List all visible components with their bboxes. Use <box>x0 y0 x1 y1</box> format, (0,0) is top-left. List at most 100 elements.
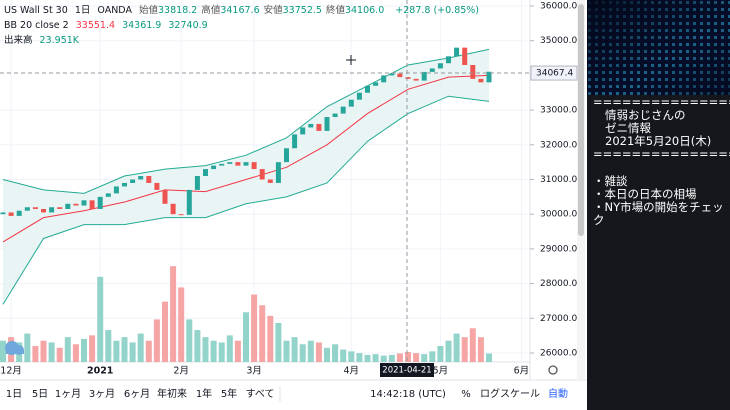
candle-body <box>316 123 322 131</box>
candle-body <box>462 47 468 65</box>
range-button[interactable]: 1年 <box>196 387 212 400</box>
volume-bar <box>170 266 177 362</box>
clock: 14:42:18 (UTC) <box>370 389 446 400</box>
y-tick-label: 36000.0 <box>540 2 577 12</box>
candle-body <box>259 169 265 180</box>
candle-body <box>65 203 71 209</box>
date-tag-bg <box>380 363 434 377</box>
volume-bar <box>364 354 371 362</box>
price-tag-bg <box>530 65 578 81</box>
candle-body <box>170 203 176 215</box>
volume-bar <box>64 337 71 362</box>
candle-body <box>284 148 289 163</box>
candle-body <box>203 169 208 177</box>
candle-body <box>89 200 95 209</box>
title-line: 情弱おじさんの <box>605 108 686 122</box>
candle-body <box>389 73 395 76</box>
bb-lower: 32740.9 <box>168 20 208 31</box>
candle-body <box>235 162 241 166</box>
candle-body <box>16 210 22 216</box>
candle-body <box>356 92 362 100</box>
volume-bar <box>291 337 298 362</box>
volume-bar <box>234 340 241 362</box>
range-button[interactable]: 5年 <box>221 387 237 400</box>
auto-button[interactable]: 自動 <box>548 387 568 400</box>
range-button[interactable]: 5日 <box>32 389 48 400</box>
price-tag: 34067.4 <box>536 69 573 79</box>
volume-bar <box>486 353 492 362</box>
candle-body <box>421 71 427 81</box>
volume-label: 出来高 <box>4 35 33 46</box>
volume-bar <box>324 347 330 362</box>
volume-bar <box>477 337 484 362</box>
log-button[interactable]: ログスケール <box>480 387 540 400</box>
volume-bar <box>202 337 209 362</box>
candle-body <box>340 106 346 114</box>
ohlc-label: 始値 <box>139 5 159 16</box>
volume-bar <box>129 342 136 362</box>
interval: 1日 <box>74 5 91 16</box>
change: +287.8 (+0.85%) <box>395 5 480 16</box>
volume-bar <box>113 340 120 362</box>
volume-bar <box>388 354 395 362</box>
percent-button[interactable]: % <box>461 389 471 400</box>
candle-body <box>454 47 460 57</box>
candle-body <box>437 63 443 69</box>
volume-bar <box>299 344 306 362</box>
volume-bar <box>48 342 55 362</box>
candle-body <box>251 162 257 170</box>
volume-bar <box>81 338 87 362</box>
candle-body <box>300 127 306 135</box>
ohlc-value: 34167.6 <box>220 5 260 16</box>
volume-bar <box>89 335 96 362</box>
x-tick-label: 2月 <box>173 366 189 377</box>
volume-bar <box>153 319 160 362</box>
candle-body <box>24 207 30 211</box>
sidebar: ================ 情弱おじさんの ゼニ情報 2021年5月20日… <box>587 0 730 410</box>
volume-bar <box>275 322 282 362</box>
agenda-item: ・本日の日本の相場 <box>593 187 697 201</box>
candle-body <box>365 85 370 93</box>
x-tick-label: 2021 <box>87 366 113 377</box>
volume-bar <box>259 305 266 362</box>
volume-bar <box>445 340 452 362</box>
volume-bar <box>267 315 274 362</box>
volume-bar <box>437 346 444 362</box>
symbol: US Wall St 30 <box>4 5 68 16</box>
y-tick-label: 32000.0 <box>540 140 577 150</box>
volume-bar <box>340 349 347 362</box>
volume-bar <box>162 301 168 362</box>
range-button[interactable]: 1ヶ月 <box>55 388 81 400</box>
candle-body <box>470 64 476 79</box>
volume-bar <box>145 340 152 362</box>
candle-body <box>186 189 192 215</box>
candle-body <box>32 207 38 209</box>
candle-body <box>211 165 217 170</box>
cursor <box>346 55 356 65</box>
volume-bar <box>396 353 403 362</box>
candle-body <box>97 196 103 209</box>
range-button[interactable]: 3ヶ月 <box>89 388 115 400</box>
scroll-thumb[interactable] <box>578 4 584 236</box>
candle-body <box>8 212 14 216</box>
range-button[interactable]: すべて <box>246 388 275 400</box>
range-button[interactable]: 年初来 <box>157 387 187 400</box>
bb-upper: 34361.9 <box>122 20 162 31</box>
sidebar-image <box>587 0 730 95</box>
candle-body <box>332 113 338 118</box>
x-tick-label: 12月 <box>0 366 22 377</box>
range-button[interactable]: 6ヶ月 <box>124 388 150 400</box>
candle-body <box>73 203 79 206</box>
volume-bar <box>429 351 436 362</box>
candle-body <box>122 182 127 187</box>
chart: 26000.0 27000.0 28000.0 29000.0 30000.0 31000… <box>0 0 587 402</box>
candle-body <box>178 214 184 216</box>
settings-icon[interactable] <box>548 365 558 375</box>
ohlc-label: 安値 <box>263 5 283 16</box>
range-button[interactable]: 1日 <box>6 389 22 400</box>
rule: ================ <box>593 147 730 161</box>
agenda-item: ・NY市場の開始をチェック <box>593 200 724 227</box>
y-tick-label: 35000.0 <box>540 36 577 46</box>
volume-bar <box>137 333 144 362</box>
